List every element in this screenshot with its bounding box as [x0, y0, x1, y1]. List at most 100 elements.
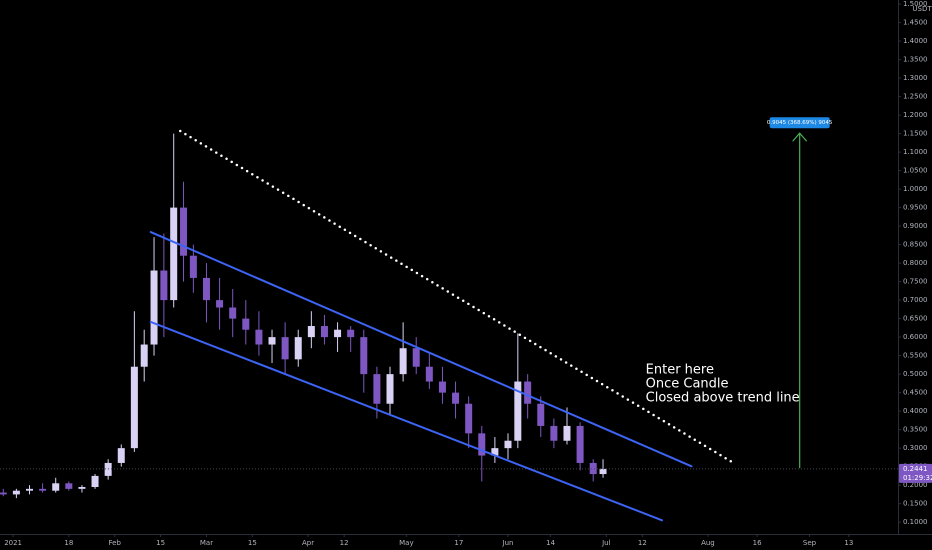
candle-body: [255, 329, 263, 345]
y-tick-label: 1.4500: [903, 19, 928, 27]
candle-body: [130, 366, 138, 449]
candle-body: [307, 326, 315, 338]
candle-body: [12, 490, 20, 495]
y-tick-label: 1.2500: [903, 93, 928, 101]
x-tick-label: 18: [64, 539, 73, 547]
arrow-label-box: [769, 117, 830, 129]
candle-body: [452, 392, 460, 404]
y-tick-label: 1.2000: [903, 111, 928, 119]
candle-body: [491, 448, 499, 456]
arrow-head: [792, 132, 808, 142]
y-tick-label: 0.9000: [903, 222, 928, 230]
candle-body: [104, 462, 112, 476]
candle-body: [180, 207, 188, 256]
candle-body: [160, 270, 168, 301]
x-tick-label: 2021: [4, 539, 22, 547]
x-tick-label: Apr: [302, 539, 314, 547]
candle-body: [189, 255, 197, 278]
candle-body: [373, 374, 381, 404]
x-tick-label: Feb: [109, 539, 122, 547]
y-tick-label: 0.2000: [903, 481, 928, 489]
candle-body: [216, 300, 224, 308]
candle-body: [524, 381, 532, 404]
y-tick-label: 1.5000: [903, 0, 928, 8]
y-tick-label: 0.3500: [903, 426, 928, 434]
candle-body: [399, 348, 407, 375]
candle-body: [347, 329, 355, 338]
candle-body: [550, 425, 558, 441]
candle-body: [242, 318, 250, 330]
candle-body: [514, 381, 522, 441]
candle-body: [281, 337, 289, 360]
candle-body: [39, 488, 47, 491]
last-price-label: 0.2441: [903, 465, 928, 473]
x-tick-label: 14: [546, 539, 555, 547]
y-tick-label: 0.5000: [903, 370, 928, 378]
x-tick-label: 16: [753, 539, 762, 547]
candle-body: [65, 483, 73, 489]
y-tick-label: 1.4000: [903, 37, 928, 45]
candle-body: [425, 366, 433, 382]
candle-body: [589, 462, 597, 475]
candle-body: [150, 270, 158, 345]
y-tick-label: 1.3500: [903, 56, 928, 64]
candle-body: [563, 425, 571, 441]
candle-body: [117, 448, 125, 463]
trend-line: [149, 231, 693, 468]
note-line: Once Candle: [646, 377, 729, 392]
y-tick-label: 1.0500: [903, 167, 928, 175]
trend-line: [149, 320, 664, 522]
y-tick-label: 0.5500: [903, 352, 928, 360]
candle-body: [438, 381, 446, 393]
candle-body: [202, 277, 210, 301]
candle-body: [412, 348, 420, 367]
y-tick-label: 0.1500: [903, 500, 928, 508]
candle-body: [537, 403, 545, 426]
y-tick-label: 1.3000: [903, 74, 928, 82]
y-axis-label: USDT: [912, 5, 932, 13]
candle-body: [78, 487, 86, 489]
candle-body: [576, 425, 584, 463]
x-tick-label: 12: [638, 539, 647, 547]
x-tick-label: Jul: [601, 539, 611, 547]
note-line: Closed above trend line: [646, 391, 800, 406]
y-tick-label: 1.1000: [903, 148, 928, 156]
countdown: 01:29:32: [903, 474, 932, 482]
x-tick-label: 17: [454, 539, 463, 547]
candle-body: [465, 403, 473, 434]
candle-body: [229, 307, 237, 319]
x-tick-label: 13: [844, 539, 853, 547]
candle-body: [170, 207, 178, 301]
x-tick-label: 15: [248, 539, 257, 547]
y-tick-label: 0.7000: [903, 296, 928, 304]
y-tick-label: 0.6000: [903, 333, 928, 341]
candle-body: [0, 492, 7, 495]
candle-body: [386, 374, 394, 404]
candle-body: [504, 440, 512, 449]
x-tick-label: Jun: [502, 539, 514, 547]
candle-body: [294, 337, 302, 360]
candle-body: [360, 337, 368, 375]
candle-body: [478, 433, 486, 456]
note-line: Enter here: [646, 363, 714, 378]
x-tick-label: Mar: [200, 539, 213, 547]
candle-body: [599, 468, 607, 475]
candle-body: [334, 329, 342, 338]
y-tick-label: 0.7500: [903, 278, 928, 286]
y-tick-label: 0.8000: [903, 259, 928, 267]
candle-body: [25, 488, 33, 491]
candle-body: [140, 344, 148, 367]
y-tick-label: 0.6500: [903, 315, 928, 323]
y-tick-label: 0.9500: [903, 204, 928, 212]
candle-body: [91, 475, 99, 488]
candle-body: [52, 483, 60, 491]
arrow-label: 0.9045 (368.69%) 9045: [767, 120, 833, 126]
x-tick-label: May: [399, 539, 413, 547]
trend-line: [179, 129, 736, 465]
y-tick-label: 0.4500: [903, 389, 928, 397]
y-tick-label: 1.1500: [903, 130, 928, 138]
y-tick-label: 0.8500: [903, 241, 928, 249]
y-tick-label: 0.4000: [903, 407, 928, 415]
